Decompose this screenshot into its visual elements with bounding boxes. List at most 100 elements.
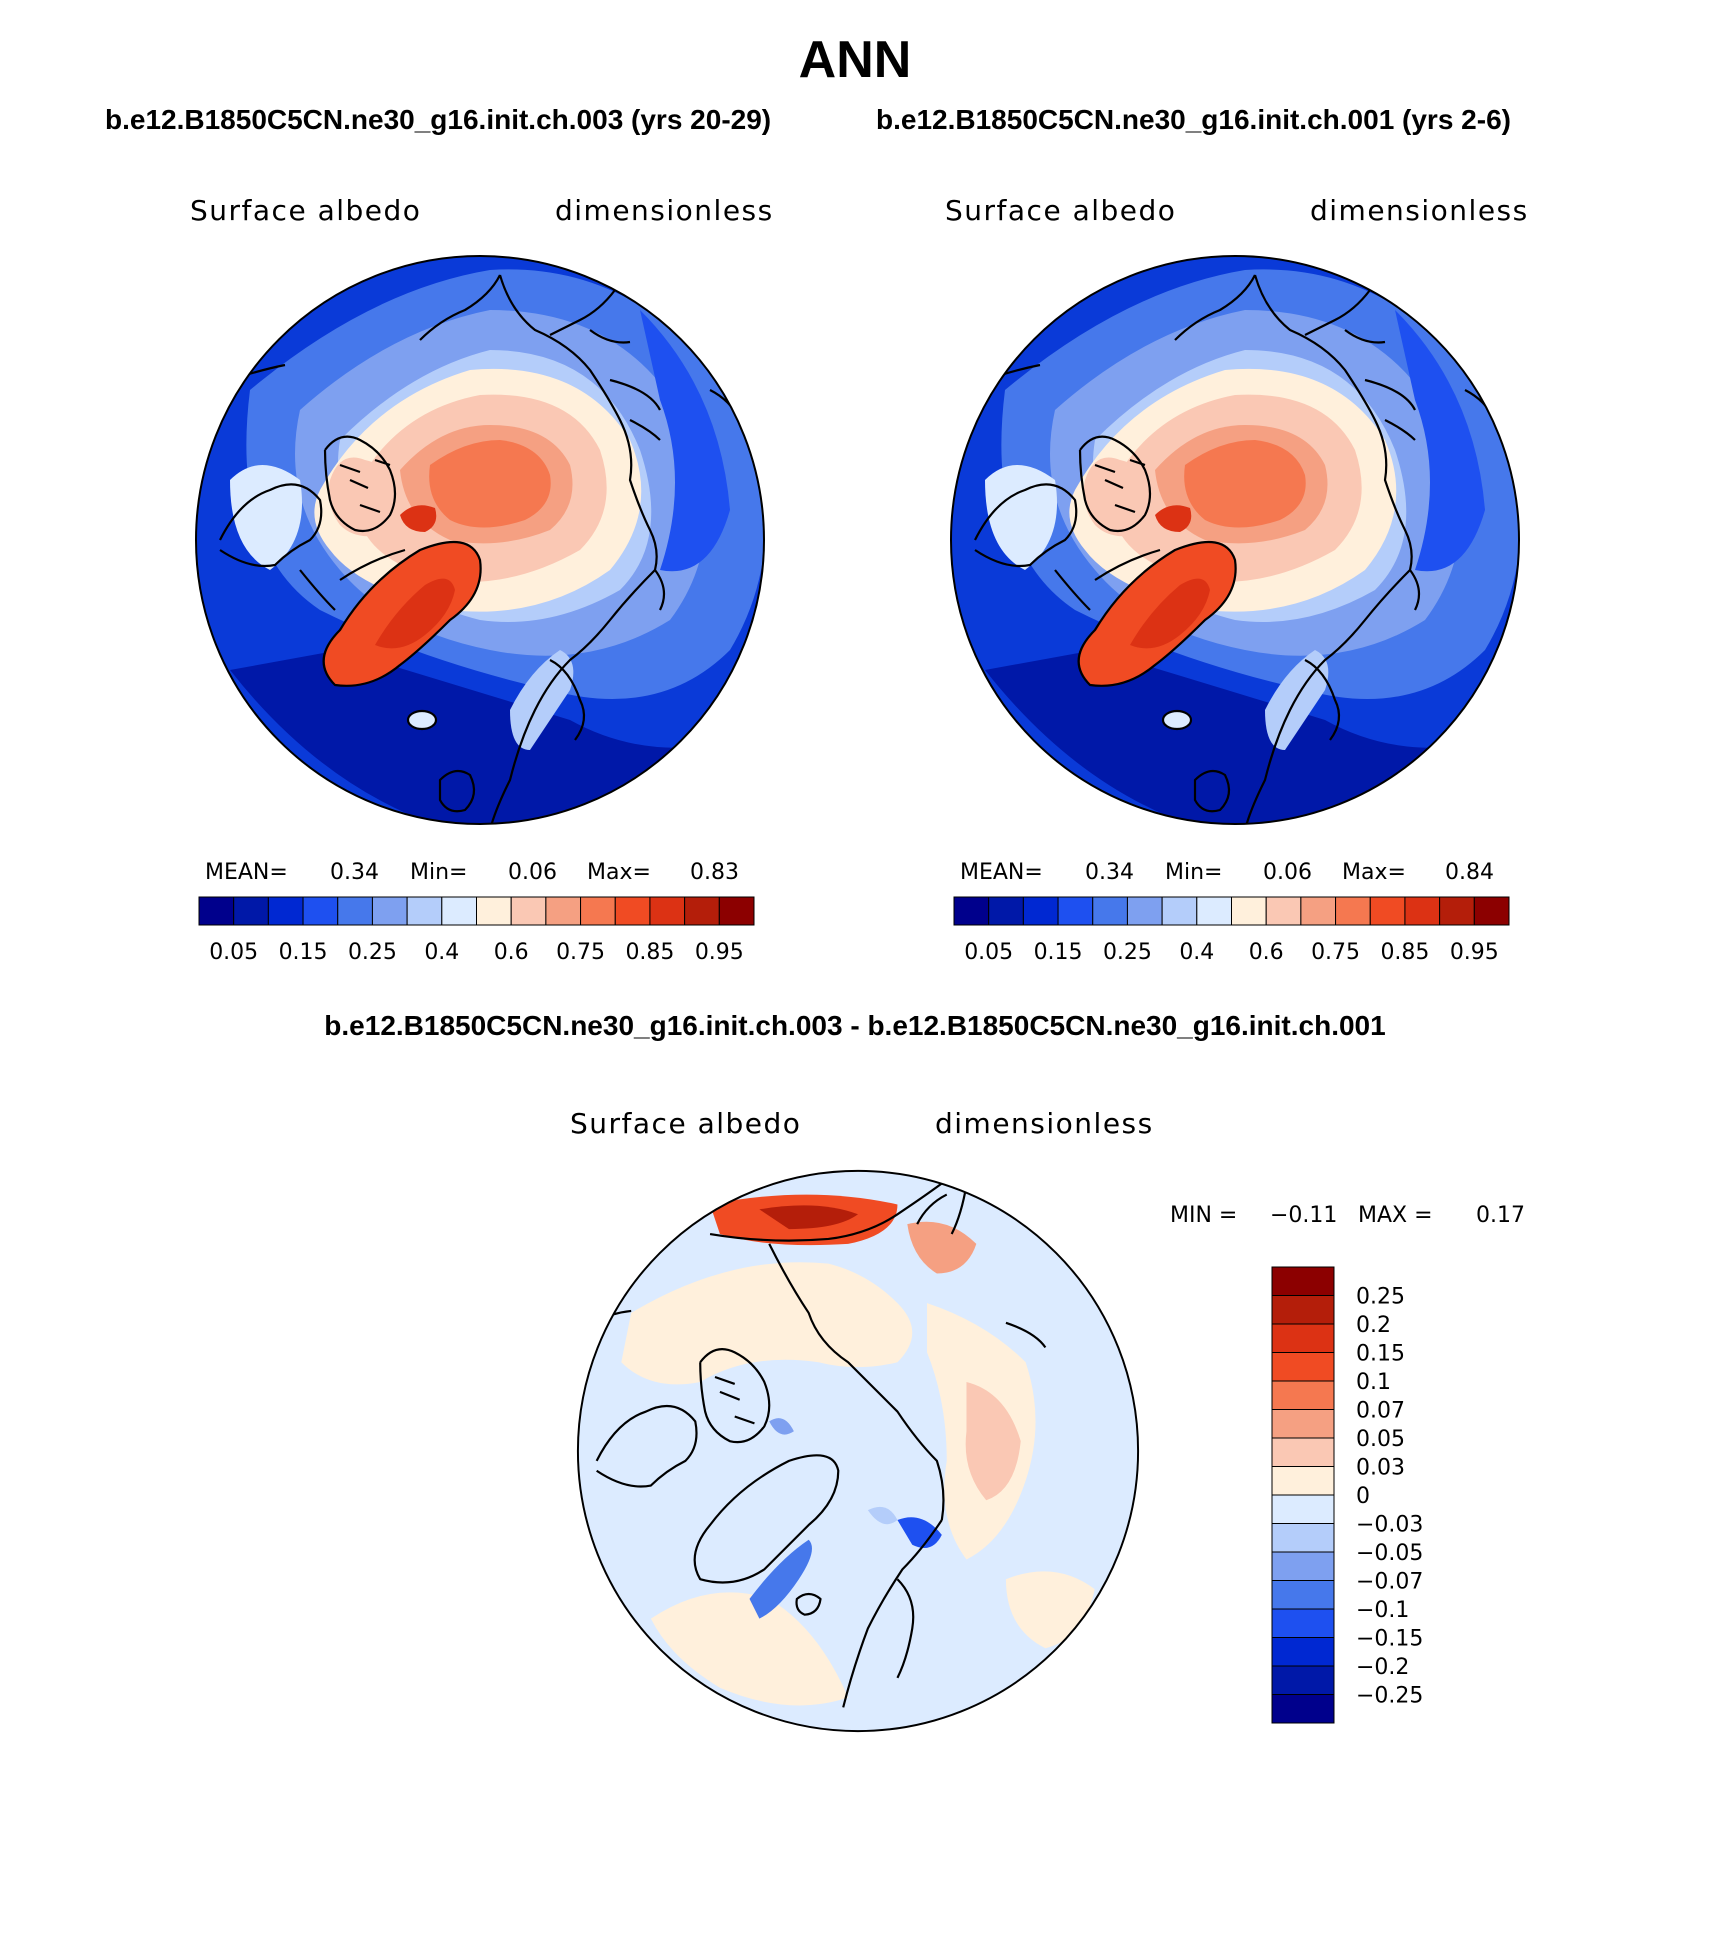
colorbar-box-3 [302,896,339,926]
diff-greenland-coastline [693,1454,840,1584]
diff-colorbar-box-1 [1271,1295,1335,1325]
diff-max-value: 0.17 [1476,1203,1525,1228]
diff-colorbar-box-13 [1271,1637,1335,1667]
panel-2-mean-value: 0.34 [1085,860,1134,885]
diff-lena-coastline [768,1243,945,1521]
colorbar-tick-label: 0.15 [279,940,328,965]
panel-2-mean-label: MEAN= [960,860,1043,885]
diff-colorbar-box-4 [1271,1380,1335,1410]
diff-map [576,1169,1140,1733]
panel-2-max-label: Max= [1342,860,1406,885]
colorbar-box-5 [371,896,408,926]
kamchatka-coastline [589,329,631,344]
panel-2-map [950,255,1520,825]
colorbar-box-7 [441,896,477,926]
colorbar-box-1 [233,896,269,926]
archipelago-islands [1094,458,1146,514]
colorbar-box-14 [684,896,720,926]
hudson-coastline [1054,548,1161,611]
diff-colorbar-box-2 [1271,1323,1335,1353]
hudson-coastline [299,548,406,611]
diff-colorbar-tick-label: 0.15 [1356,1342,1405,1367]
iceland-coastline [1161,709,1193,731]
colorbar-box-2 [1022,896,1059,926]
panel-2-min-label: Min= [1165,860,1223,885]
colorbar-tick-label: 0.75 [556,940,605,965]
diff-baltic-coastline [896,1578,915,1679]
colorbar-tick-label: 0.95 [695,940,744,965]
novaya-zemlya-coastline [1364,378,1416,441]
colorbar-tick-label: 0.05 [209,940,258,965]
panel-1-left-label: Surface albedo [190,194,422,227]
colorbar-box-0 [198,896,235,926]
diff-background [577,1170,1139,1732]
alaska-coastline [974,483,1078,568]
siberia-forest [1395,310,1485,572]
colorbar-tick-label: 0.85 [1380,940,1429,965]
diff-svalbard-negative [867,1506,898,1525]
colorbar-box-8 [1231,896,1267,926]
colorbar-tick-label: 0.85 [625,940,674,965]
iceland-coastline [406,709,438,731]
diff-colorbar-tick-label: −0.25 [1356,1684,1423,1709]
colorbar-tick-label: 0.95 [1450,940,1499,965]
sea-ice-core [1184,440,1306,528]
colorbar-tick-label: 0.75 [1311,940,1360,965]
colorbar-box-14 [1439,896,1475,926]
diff-colorbar-box-6 [1271,1437,1335,1467]
colorbar-box-0 [953,896,990,926]
archipelago-coastline [1078,435,1152,533]
alaska-snow [985,465,1057,570]
colorbar-box-6 [1161,896,1198,926]
diff-min-value: −0.11 [1270,1203,1338,1228]
diff-siberia-positive [621,1262,913,1385]
diff-colorbar-box-11 [1271,1580,1335,1610]
diff-colorbar-box-7 [1271,1466,1335,1496]
colorbar-tick-label: 0.25 [1103,940,1152,965]
diff-colorbar-box-14 [1271,1665,1335,1695]
colorbar-box-7 [1196,896,1232,926]
diff-colorbar-box-5 [1271,1409,1335,1439]
greenland-interior [375,578,455,649]
sea-ice-core [429,440,551,528]
greenland-coastline [322,540,482,687]
diff-colorbar-box-10 [1271,1551,1335,1581]
archipelago-islands [339,458,391,514]
colorbar-box-13 [1404,896,1441,926]
diff-colorbar-tick-label: 0.25 [1356,1285,1405,1310]
diff-alaska-coastline [595,1404,698,1488]
colorbar-box-15 [718,896,755,926]
iceland [1163,711,1191,729]
diff-colorbar-tick-label: −0.03 [1356,1513,1423,1538]
panel-2-left-label: Surface albedo [945,194,1177,227]
baltic-coastline [549,659,586,741]
colorbar-tick-label: 0.6 [494,940,529,965]
diff-panel-title: b.e12.B1850C5CN.ne30_g16.init.ch.003 - b… [324,1010,1386,1041]
diff-chukotka [907,1221,977,1274]
canadian-archipelago [1083,457,1151,537]
diff-iceland-coastline [795,1592,822,1616]
greenland-interior [1130,578,1210,649]
colorbar-box-2 [267,896,304,926]
panel-2-right-label: dimensionless [1310,194,1529,227]
colorbar-tick-label: 0.4 [424,940,459,965]
diff-colorbar-tick-label: −0.2 [1356,1655,1409,1680]
panel-1-title: b.e12.B1850C5CN.ne30_g16.init.ch.003 (yr… [105,104,772,135]
diff-colorbar-tick-label: 0.07 [1356,1399,1405,1424]
diff-scandinavia-coastline [842,1519,943,1708]
novaya-zemlya-coastline [609,378,661,441]
ellesmere-ice [400,505,437,532]
panel-1-map [195,255,765,825]
colorbar-box-11 [580,896,616,926]
panel-1-max-label: Max= [587,860,651,885]
diff-colorbar-tick-label: 0.2 [1356,1313,1391,1338]
panel-2-title: b.e12.B1850C5CN.ne30_g16.init.ch.001 (yr… [876,104,1511,135]
colorbar-box-3 [1057,896,1094,926]
british-isles-coastline [1193,769,1231,813]
diff-left-label: Surface albedo [570,1107,802,1140]
colorbar-box-15 [1473,896,1510,926]
map-boundary [195,255,765,825]
british-isles-coastline [438,769,476,813]
diff-atlantic-positive [650,1592,849,1706]
